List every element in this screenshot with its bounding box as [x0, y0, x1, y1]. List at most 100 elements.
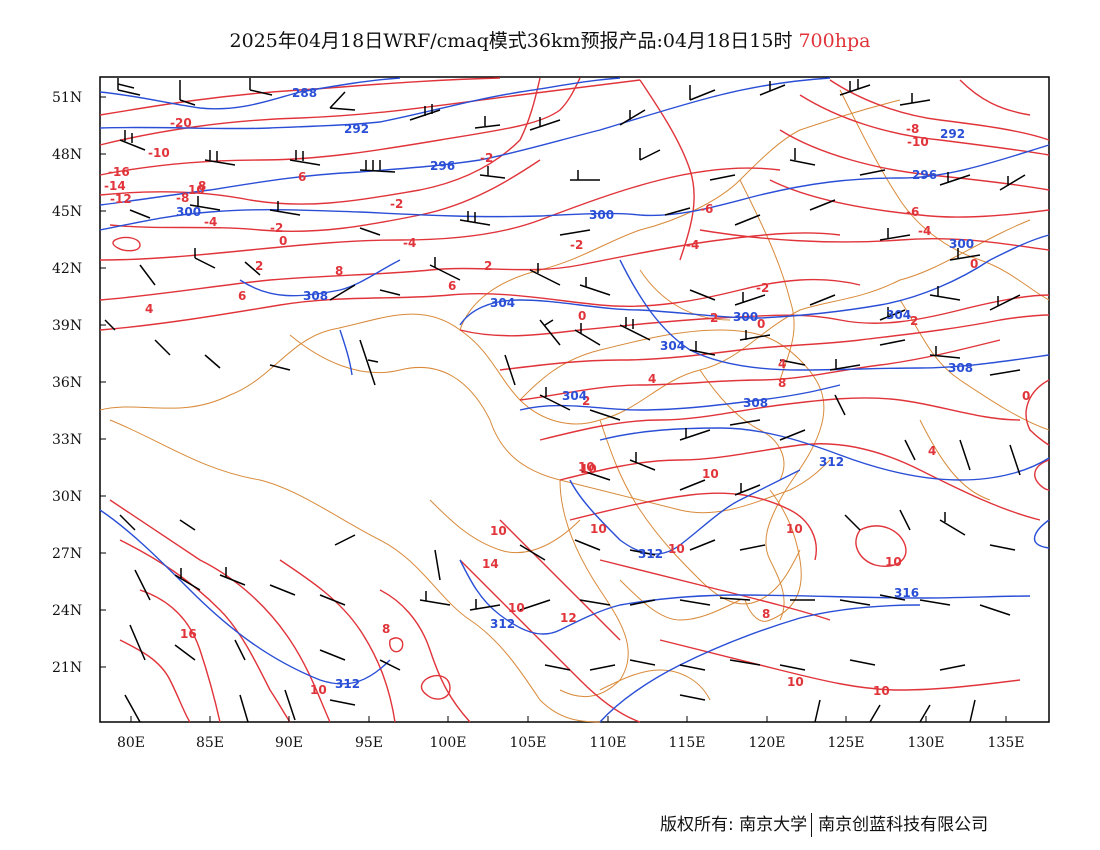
temp-label: 16 — [180, 627, 197, 641]
temp-label: 4 — [648, 372, 656, 386]
temp-label: 10 — [578, 460, 595, 474]
height-label: 292 — [940, 127, 965, 141]
lat-label: 42N — [52, 261, 82, 277]
temp-label: -4 — [403, 236, 416, 250]
temp-label: 10 — [885, 555, 902, 569]
temp-label: -2 — [756, 281, 769, 295]
temp-label: 2 — [484, 259, 492, 273]
temp-label: -20 — [170, 116, 192, 130]
lat-label: 27N — [52, 546, 82, 562]
temp-label: 10 — [702, 467, 719, 481]
height-label: 304 — [660, 339, 685, 353]
lon-label: 100E — [430, 735, 467, 751]
lon-label: 125E — [828, 735, 865, 751]
height-contours — [99, 77, 1050, 723]
temp-label: 2 — [910, 314, 918, 328]
temp-label: 10 — [188, 183, 205, 197]
lat-label: 24N — [52, 603, 82, 619]
lat-label: 33N — [52, 432, 82, 448]
height-label: 312 — [819, 455, 844, 469]
lon-label: 105E — [510, 735, 547, 751]
footer-credit: 版权所有: 南京大学 南京创蓝科技有限公司 — [660, 810, 988, 837]
lon-labels: 80E 85E 90E 95E 100E 105E 110E 115E 120E… — [117, 735, 1025, 751]
title-main: 2025年04月18日WRF/cmaq模式36km预报产品:04月18日15时 — [229, 30, 793, 52]
height-label: 312 — [638, 547, 663, 561]
temp-label: 6 — [298, 170, 306, 184]
temp-label: -4 — [918, 224, 931, 238]
map-frame-group — [99, 76, 1050, 723]
temp-label: -4 — [204, 215, 217, 229]
temp-label: -16 — [108, 165, 130, 179]
lon-ticks — [130, 716, 1007, 722]
temp-label: 4 — [928, 444, 936, 458]
temp-label: 8 — [335, 264, 343, 278]
title-level: 700hpa — [798, 30, 871, 52]
org-cl: 南京创蓝科技有限公司 — [818, 815, 989, 835]
temp-label: -2 — [570, 238, 583, 252]
lat-label: 36N — [52, 375, 82, 391]
temp-label: 6 — [238, 289, 246, 303]
temp-label: 4 — [778, 357, 786, 371]
temp-label: 2 — [255, 259, 263, 273]
height-label: 288 — [292, 86, 317, 100]
lon-label: 85E — [196, 735, 224, 751]
temp-label: 2 — [582, 394, 590, 408]
height-labels: 288 292 296 300 300 304 308 304 304 308 … — [176, 86, 974, 691]
temp-label: 2 — [710, 311, 718, 325]
temp-label: 0 — [757, 317, 765, 331]
temp-label: 8 — [382, 622, 390, 636]
height-label: 316 — [894, 586, 919, 600]
height-label: 300 — [589, 208, 614, 222]
temp-label: 10 — [490, 524, 507, 538]
temp-label: 8 — [762, 607, 770, 621]
lat-label: 48N — [52, 147, 82, 163]
temp-label: -10 — [148, 146, 170, 160]
temp-label: 0 — [970, 257, 978, 271]
temp-label: 10 — [873, 684, 890, 698]
temp-label: -8 — [906, 122, 919, 136]
temp-label: 14 — [482, 557, 499, 571]
temp-label: 0 — [279, 234, 287, 248]
height-label: 308 — [948, 361, 973, 375]
height-label: 296 — [912, 168, 937, 182]
temp-label: 10 — [668, 542, 685, 556]
lon-label: 80E — [117, 735, 145, 751]
height-label: 304 — [886, 308, 911, 322]
lat-labels: 51N 48N 45N 42N 39N 36N 33N 30N 27N 24N … — [52, 90, 82, 676]
temp-label: 10 — [786, 522, 803, 536]
height-label: 292 — [344, 122, 369, 136]
temp-label: 4 — [145, 302, 153, 316]
temp-label: -10 — [907, 135, 929, 149]
lon-label: 120E — [749, 735, 786, 751]
height-label: 304 — [562, 389, 587, 403]
temp-label: 10 — [580, 462, 597, 476]
lon-label: 130E — [908, 735, 945, 751]
lon-label: 115E — [669, 735, 706, 751]
temp-label: -6 — [906, 205, 919, 219]
plot-frame — [99, 76, 1050, 723]
height-label: 300 — [733, 310, 758, 324]
wind-barbs — [104, 78, 1026, 723]
temp-label: -2 — [480, 151, 493, 165]
map-title: 2025年04月18日WRF/cmaq模式36km预报产品:04月18日15时 7… — [0, 26, 1100, 53]
lat-label: 39N — [52, 318, 82, 334]
lon-label: 110E — [590, 735, 627, 751]
temp-label: -14 — [104, 179, 126, 193]
temp-label: 0 — [578, 309, 586, 323]
lat-label: 45N — [52, 204, 82, 220]
temp-label: -2 — [390, 197, 403, 211]
temperature-labels: -20 -16 -14 -12 -10 -8 -4 -2 0 2 4 6 8 1… — [104, 116, 1030, 698]
org-nju: 南京大学 — [739, 815, 808, 835]
height-label: 296 — [430, 159, 455, 173]
temp-label: 10 — [310, 683, 327, 697]
lat-ticks — [100, 96, 106, 668]
temp-label: 10 — [508, 601, 525, 615]
height-label: 300 — [949, 237, 974, 251]
temp-label: -8 — [176, 191, 189, 205]
temp-label: 8 — [198, 179, 206, 193]
lon-label: 135E — [988, 735, 1025, 751]
copyright-label: 版权所有: — [660, 815, 734, 835]
height-label: 312 — [335, 677, 360, 691]
temp-label: 12 — [560, 611, 577, 625]
